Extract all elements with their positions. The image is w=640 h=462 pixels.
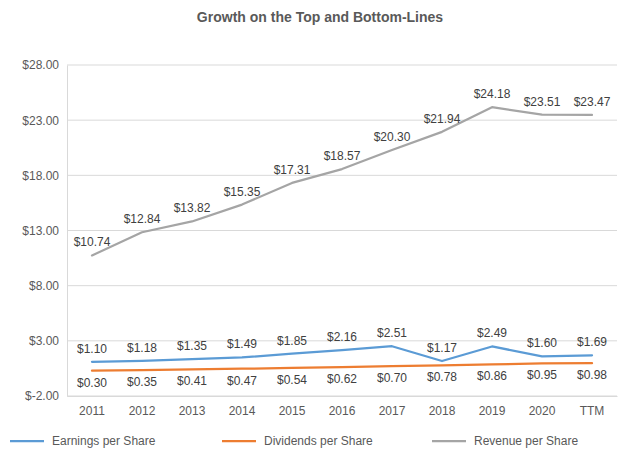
y-tick: $-2.00	[25, 389, 67, 403]
data-labels: $1.10 $1.18 $1.35 $1.49 $1.85 $2.16 $2.51 $1.17…	[74, 87, 611, 389]
legend-swatch	[222, 440, 256, 442]
x-tick: 2017	[379, 396, 406, 418]
y-axis-line	[67, 66, 68, 397]
x-tick-label: TTM	[580, 404, 605, 418]
data-label: $0.78	[427, 370, 457, 384]
x-tick: 2019	[479, 396, 506, 418]
x-tick-label: 2019	[479, 404, 506, 418]
data-label: $10.74	[74, 235, 111, 249]
y-tick: $8.00	[29, 279, 67, 293]
data-label: $17.31	[274, 163, 311, 177]
data-label: $23.51	[524, 95, 561, 109]
y-tick-label: $23.00	[22, 114, 59, 128]
data-label: $24.18	[474, 87, 511, 101]
x-tick: 2016	[329, 396, 356, 418]
grid-line	[67, 65, 617, 66]
data-label: $0.54	[277, 373, 307, 387]
data-label: $13.82	[174, 201, 211, 215]
x-tick: 2012	[129, 396, 156, 418]
x-tick-label: 2015	[279, 404, 306, 418]
legend-label: Earnings per Share	[52, 434, 156, 448]
y-tick: $23.00	[22, 114, 67, 128]
data-label: $1.49	[227, 337, 257, 351]
data-label: $0.86	[477, 369, 507, 383]
chart: Growth on the Top and Bottom-Lines $-2.00…	[0, 0, 640, 462]
x-tick: 2014	[229, 396, 256, 418]
data-label: $1.35	[177, 339, 207, 353]
y-tick: $3.00	[29, 334, 67, 348]
grid-line	[67, 175, 617, 176]
data-label: $0.70	[377, 371, 407, 385]
title: Growth on the Top and Bottom-Lines	[197, 9, 443, 25]
data-label: $2.16	[327, 330, 357, 344]
y-tick-label: $18.00	[22, 169, 59, 183]
data-label: $1.69	[577, 335, 607, 349]
data-label: $0.41	[177, 374, 207, 388]
x-tick-label: 2013	[179, 404, 206, 418]
legend: Earnings per Share Dividends per Share Rev…	[10, 434, 578, 448]
y-tick-label: $28.00	[22, 58, 59, 72]
legend-item: Revenue per Share	[432, 434, 578, 448]
data-label: $23.47	[574, 95, 611, 109]
data-label: $1.10	[77, 342, 107, 356]
y-tick: $28.00	[22, 58, 67, 72]
y-tick: $13.00	[22, 224, 67, 238]
x-axis: 2011 2012 2013 2014 2015 2016 2017 2018 2019 2020…	[68, 396, 618, 418]
y-tick-label: $3.00	[29, 334, 59, 348]
background	[0, 0, 640, 462]
data-label: $1.18	[127, 341, 157, 355]
data-label: $0.95	[527, 368, 557, 382]
grid	[67, 65, 617, 396]
data-label: $2.51	[377, 326, 407, 340]
legend-swatch	[10, 440, 44, 442]
grid-line	[67, 285, 617, 286]
y-tick-label: $8.00	[29, 279, 59, 293]
data-label: $21.94	[424, 112, 461, 126]
x-tick: 2015	[279, 396, 306, 418]
legend-label: Revenue per Share	[474, 434, 578, 448]
data-label: $2.49	[477, 326, 507, 340]
x-tick-label: 2011	[79, 404, 105, 418]
legend-label: Dividends per Share	[264, 434, 373, 448]
data-label: $1.85	[277, 334, 307, 348]
x-tick-label: 2018	[429, 404, 456, 418]
data-label: $15.35	[224, 185, 261, 199]
grid-line	[67, 396, 617, 397]
data-label: $1.17	[427, 341, 457, 355]
data-label: $0.30	[77, 376, 107, 390]
y-tick-label: $13.00	[22, 224, 59, 238]
x-tick-label: 2012	[129, 404, 156, 418]
series-line	[92, 107, 592, 255]
y-tick: $18.00	[22, 169, 67, 183]
x-tick-label: 2014	[229, 404, 256, 418]
x-tick: 2011	[79, 396, 105, 418]
grid-line	[67, 120, 617, 121]
x-tick: 2013	[179, 396, 206, 418]
data-label: $0.98	[577, 368, 607, 382]
legend-item: Dividends per Share	[222, 434, 373, 448]
series-line	[92, 346, 592, 362]
data-label: $1.60	[527, 336, 557, 350]
x-axis-line	[68, 396, 618, 397]
data-label: $12.84	[124, 212, 161, 226]
x-tick-label: 2017	[379, 404, 406, 418]
data-label: $0.62	[327, 372, 357, 386]
data-label: $0.35	[127, 375, 157, 389]
data-label: $20.30	[374, 130, 411, 144]
y-tick-label: $-2.00	[25, 389, 59, 403]
legend-item: Earnings per Share	[10, 434, 156, 448]
x-tick: 2018	[429, 396, 456, 418]
x-tick: 2020	[529, 396, 556, 418]
y-axis: $-2.00 $3.00 $8.00 $13.00 $18.00 $23.00 $28.00	[22, 58, 67, 403]
legend-swatch	[432, 440, 466, 442]
x-tick-label: 2016	[329, 404, 356, 418]
data-label: $0.47	[227, 374, 257, 388]
x-tick: TTM	[580, 396, 605, 418]
data-label: $18.57	[324, 149, 361, 163]
plot-area	[92, 107, 592, 370]
series-line	[92, 363, 592, 371]
x-tick-label: 2020	[529, 404, 556, 418]
